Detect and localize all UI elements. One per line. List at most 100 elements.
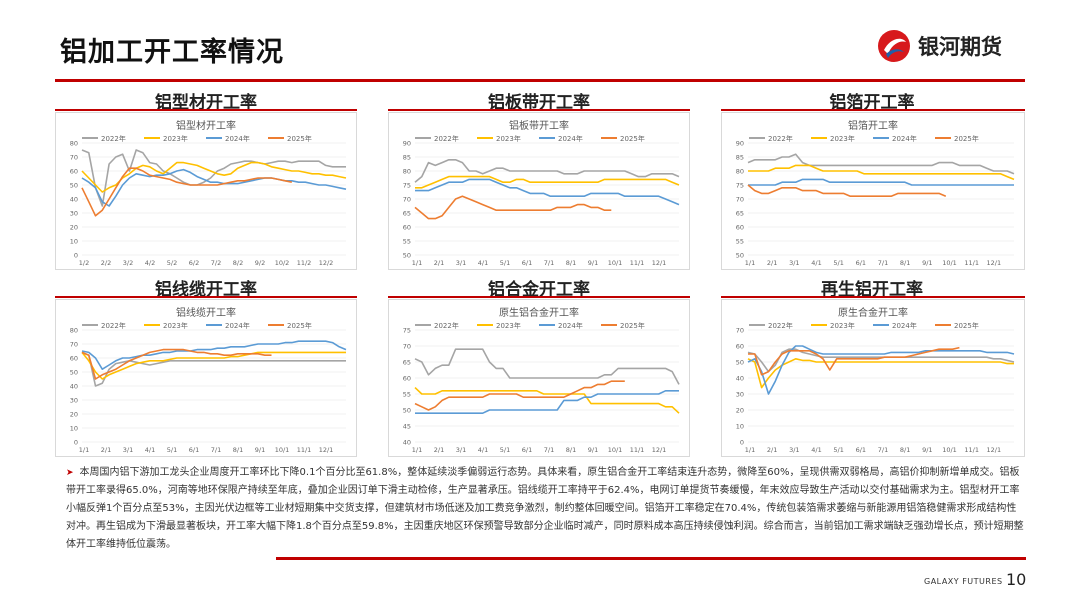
x-tick-label: 8/1 xyxy=(233,446,243,454)
x-tick-label: 10/1 xyxy=(942,446,957,454)
x-tick-label: 8/1 xyxy=(566,259,576,267)
chart-title: 铝板带开工率 xyxy=(509,119,569,132)
x-tick-label: 2/1 xyxy=(767,259,777,267)
x-tick-label: 3/1 xyxy=(456,446,466,454)
footer-divider xyxy=(276,557,1026,560)
y-tick-label: 70 xyxy=(736,327,744,335)
legend-label: 2025年 xyxy=(954,321,979,330)
x-tick-label: 4/1 xyxy=(811,446,821,454)
x-tick-label: 3/1 xyxy=(123,446,133,454)
series-line xyxy=(414,387,680,414)
y-tick-label: 30 xyxy=(70,210,78,218)
x-tick-label: 9/1 xyxy=(922,446,932,454)
y-tick-label: 50 xyxy=(403,252,411,260)
x-tick-label: 5/1 xyxy=(167,446,177,454)
series-line xyxy=(748,178,1014,186)
panel-heading-foil: 铝箔开工率 xyxy=(829,93,915,113)
x-tick-label: 6/1 xyxy=(189,446,199,454)
y-tick-label: 30 xyxy=(70,397,78,405)
header-divider xyxy=(55,79,1025,82)
x-tick-label: 8/1 xyxy=(900,259,910,267)
x-tick-label: 12/1 xyxy=(987,446,1002,454)
y-tick-label: 70 xyxy=(403,343,411,351)
x-tick-label: 9/1 xyxy=(255,446,265,454)
chart-svg: 铝型材开工率 2022年 2023年 2024年 2025年 0 10 20 30 40 50 60 7… xyxy=(70,119,347,267)
y-tick-label: 50 xyxy=(736,359,744,367)
panel-divider xyxy=(721,109,1025,111)
y-tick-label: 45 xyxy=(403,423,411,431)
x-tick-label: 4/1 xyxy=(145,446,155,454)
x-tick-label: 8/1 xyxy=(566,446,576,454)
series-line xyxy=(747,184,947,197)
x-tick-label: 11/1 xyxy=(630,446,645,454)
x-tick-label: 4/1 xyxy=(478,446,488,454)
x-tick-label: 10/2 xyxy=(275,259,290,267)
chart-title: 铝箔开工率 xyxy=(848,119,898,132)
y-tick-label: 70 xyxy=(70,154,78,162)
x-tick-label: 5/1 xyxy=(833,259,843,267)
y-tick-label: 55 xyxy=(403,238,411,246)
series-line xyxy=(414,158,680,183)
chart-title: 原生铝合金开工率 xyxy=(499,306,579,319)
y-tick-label: 50 xyxy=(403,407,411,415)
y-tick-label: 55 xyxy=(403,391,411,399)
y-tick-label: 80 xyxy=(736,168,744,176)
y-tick-label: 60 xyxy=(736,343,744,351)
chart-cable: 铝线缆开工率 2022年 2023年 2024年 2025年 0 10 20 30 40 50 60 7… xyxy=(55,299,357,457)
bullet-arrow-icon: ➤ xyxy=(66,468,74,478)
series-line xyxy=(747,345,1015,395)
legend-label: 2022年 xyxy=(768,134,793,143)
series-line xyxy=(748,346,960,376)
x-tick-label: 2/1 xyxy=(434,446,444,454)
chart-title: 铝线缆开工率 xyxy=(176,306,236,319)
x-tick-label: 9/1 xyxy=(588,259,598,267)
series-line xyxy=(747,153,1015,175)
x-tick-label: 6/1 xyxy=(856,446,866,454)
y-tick-label: 70 xyxy=(403,196,411,204)
y-tick-label: 20 xyxy=(736,407,744,415)
y-tick-label: 40 xyxy=(70,383,78,391)
x-tick-label: 1/1 xyxy=(745,446,755,454)
legend-label: 2023年 xyxy=(496,134,521,143)
y-tick-label: 80 xyxy=(70,140,78,148)
chart-svg: 原生合金开工率 2022年 2023年 2024年 2025年 0 10 20 30 40 50 60… xyxy=(736,306,1015,454)
y-tick-label: 0 xyxy=(740,439,744,447)
x-tick-label: 7/1 xyxy=(544,259,554,267)
legend-label: 2024年 xyxy=(225,134,250,143)
panel-heading-alloy: 铝合金开工率 xyxy=(488,280,590,300)
y-tick-label: 90 xyxy=(736,140,744,148)
legend-label: 2023年 xyxy=(163,134,188,143)
x-tick-label: 5/2 xyxy=(167,259,177,267)
legend-label: 2022年 xyxy=(101,321,126,330)
x-tick-label: 5/1 xyxy=(500,446,510,454)
y-tick-label: 0 xyxy=(74,439,78,447)
legend-label: 2022年 xyxy=(434,134,459,143)
series-line xyxy=(748,164,1015,181)
x-tick-label: 6/1 xyxy=(856,259,866,267)
series-line xyxy=(415,178,680,206)
x-tick-label: 5/1 xyxy=(500,259,510,267)
legend-label: 2024年 xyxy=(558,321,583,330)
y-tick-label: 10 xyxy=(736,423,744,431)
page-title: 铝加工开工率情况 xyxy=(60,37,284,68)
x-tick-label: 10/1 xyxy=(942,259,957,267)
y-tick-label: 40 xyxy=(736,375,744,383)
x-tick-label: 10/1 xyxy=(608,446,623,454)
chart-title: 原生合金开工率 xyxy=(838,306,908,319)
legend-label: 2024年 xyxy=(558,134,583,143)
x-tick-label: 7/1 xyxy=(878,446,888,454)
y-tick-label: 50 xyxy=(70,369,78,377)
footer-brand: GALAXY FUTURES xyxy=(924,577,1003,586)
x-tick-label: 7/2 xyxy=(211,259,221,267)
y-tick-label: 50 xyxy=(736,252,744,260)
y-tick-label: 20 xyxy=(70,224,78,232)
series-line xyxy=(747,348,1015,373)
y-tick-label: 40 xyxy=(70,196,78,204)
legend-label: 2025年 xyxy=(954,134,979,143)
x-tick-label: 6/2 xyxy=(189,259,199,267)
x-tick-label: 2/2 xyxy=(101,259,111,267)
x-tick-label: 7/1 xyxy=(544,446,554,454)
x-tick-label: 10/1 xyxy=(608,259,623,267)
y-tick-label: 75 xyxy=(403,182,411,190)
x-tick-label: 9/2 xyxy=(255,259,265,267)
